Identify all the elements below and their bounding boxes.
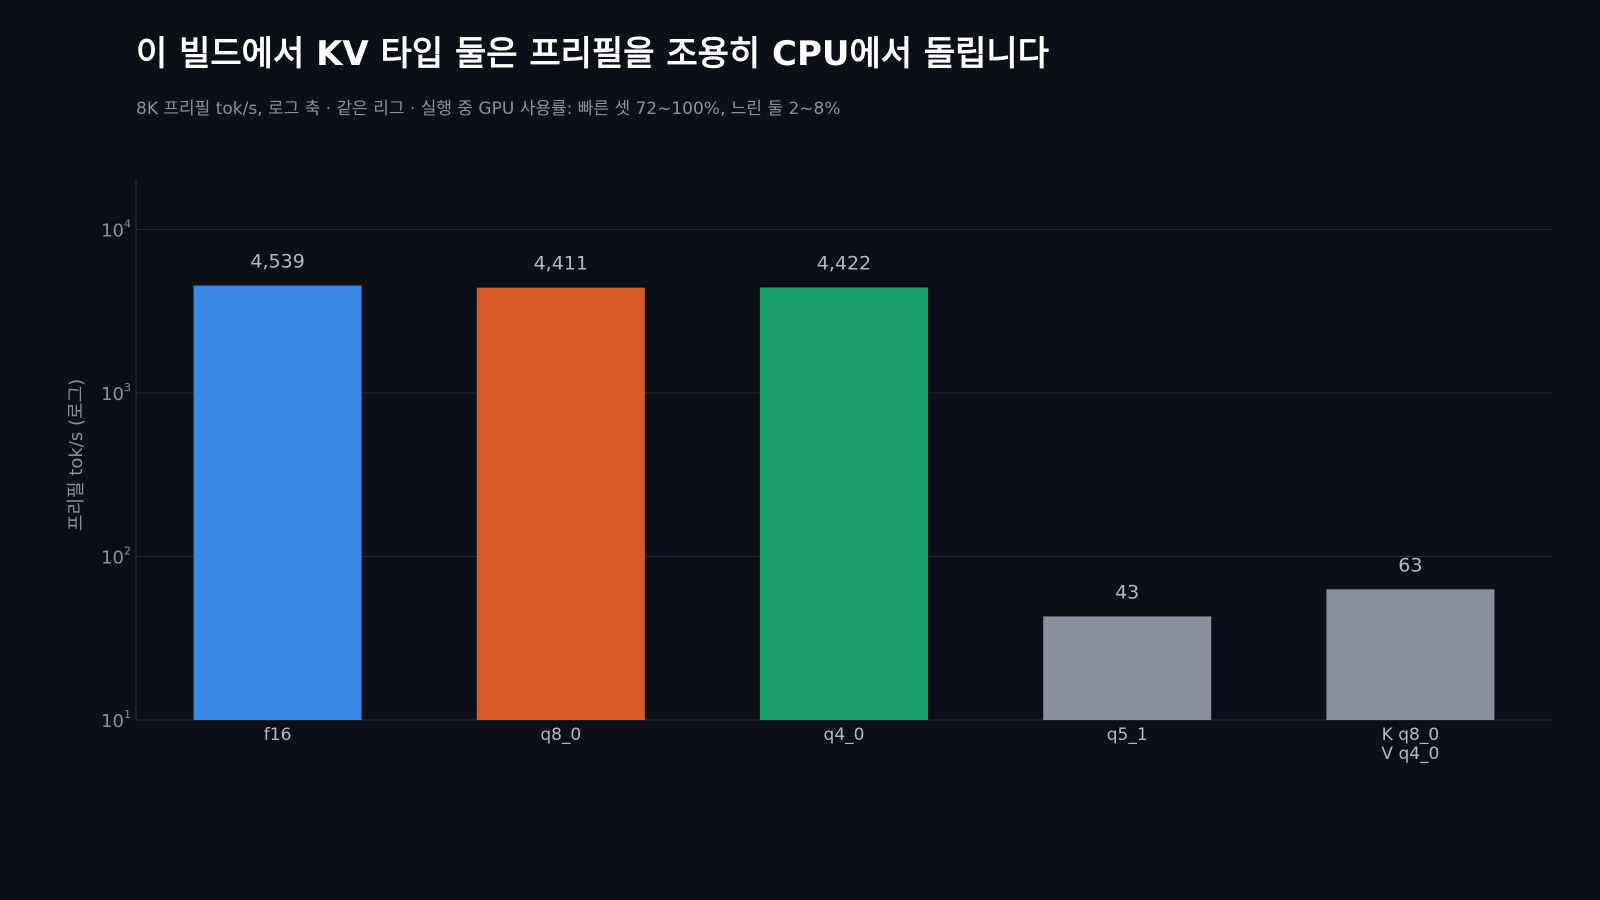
y-axis-title: 프리필 tok/s (로그) [66, 379, 87, 531]
bar-3 [1043, 616, 1212, 720]
chart-subtitle: 8K 프리필 tok/s, 로그 축 · 같은 리그 · 실행 중 GPU 사용… [136, 99, 841, 119]
y-tick-exponent-2: 3 [124, 381, 131, 394]
bar-value-label-3: 43 [1115, 581, 1139, 603]
x-category-label-4-line-0: K q8_0 [1382, 725, 1439, 745]
bar-0 [193, 285, 362, 720]
y-tick-exponent-1: 2 [124, 545, 131, 558]
x-category-label-0: f16 [264, 725, 292, 745]
bar-value-label-2: 4,422 [817, 252, 871, 274]
y-tick-label-3: 104 [101, 218, 131, 242]
y-tick-label-0: 101 [101, 708, 131, 732]
y-tick-exponent-3: 4 [124, 218, 131, 231]
y-tick-label-2: 103 [101, 381, 131, 405]
y-tick-base-1: 10 [101, 548, 124, 569]
y-tick-label-1: 102 [101, 545, 131, 569]
bar-1 [476, 287, 645, 720]
y-tick-base-0: 10 [101, 711, 124, 732]
y-tick-base-2: 10 [101, 384, 124, 405]
x-category-label-4-line-1: V q4_0 [1381, 744, 1439, 764]
x-category-label-1: q8_0 [540, 725, 581, 745]
bar-value-label-1: 4,411 [534, 253, 588, 275]
y-tick-exponent-0: 1 [124, 708, 131, 721]
x-category-label-2: q4_0 [824, 725, 865, 745]
bar-2 [760, 287, 928, 720]
x-category-label-3: q5_1 [1107, 725, 1148, 745]
y-tick-base-3: 10 [101, 221, 124, 242]
bar-value-label-4: 63 [1398, 554, 1422, 576]
bar-value-label-0: 4,539 [250, 251, 304, 273]
bar-4 [1326, 589, 1495, 720]
chart-title: 이 빌드에서 KV 타입 둘은 프리필을 조용히 CPU에서 돌립니다 [136, 34, 1049, 74]
